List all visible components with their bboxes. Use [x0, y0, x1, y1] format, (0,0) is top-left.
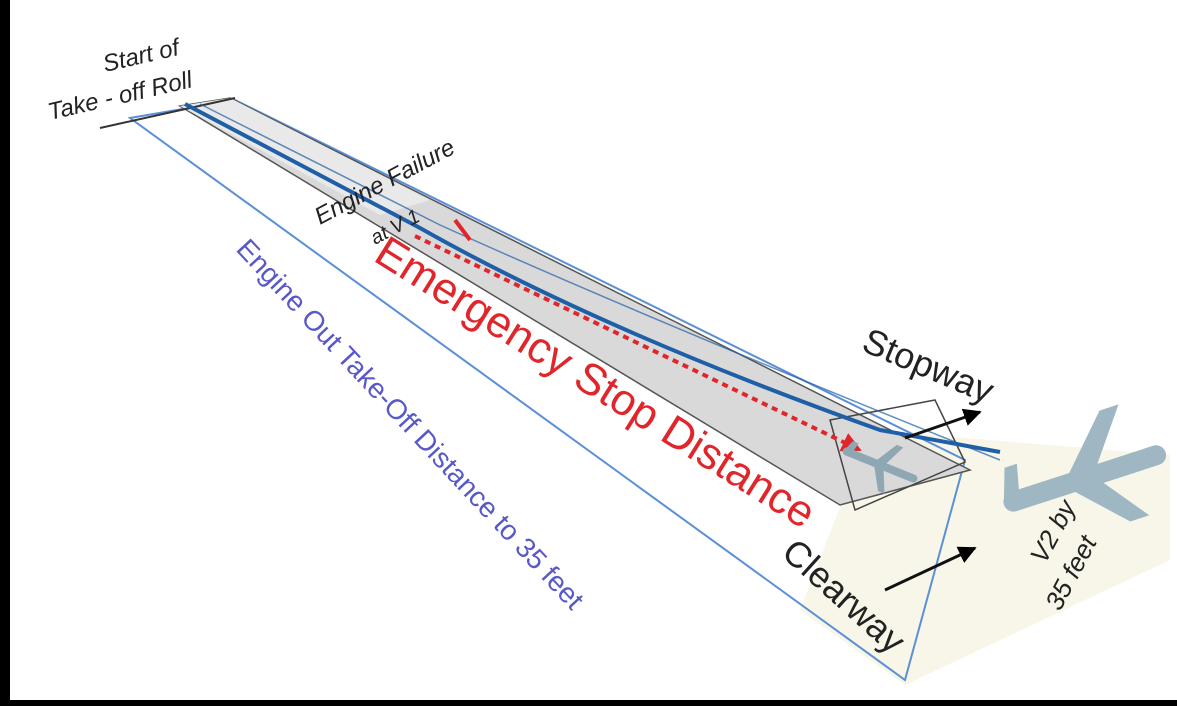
- emergency-stop-arrow: [414, 234, 862, 452]
- aircraft-airborne-icon: [1003, 404, 1167, 522]
- left-frame-border: [0, 0, 10, 706]
- takeoff-path-secondary: [199, 103, 1001, 461]
- takeoff-path: [184, 102, 1001, 454]
- stopway-pointer-arrow: [904, 408, 982, 440]
- v1-marker: [453, 218, 472, 242]
- bottom-frame-border: [0, 700, 1177, 706]
- aircraft-stopped-icon: [842, 441, 918, 494]
- start-line: [99, 97, 236, 129]
- clearway-pointer-arrow: [884, 546, 977, 592]
- stopway-box: [829, 399, 967, 512]
